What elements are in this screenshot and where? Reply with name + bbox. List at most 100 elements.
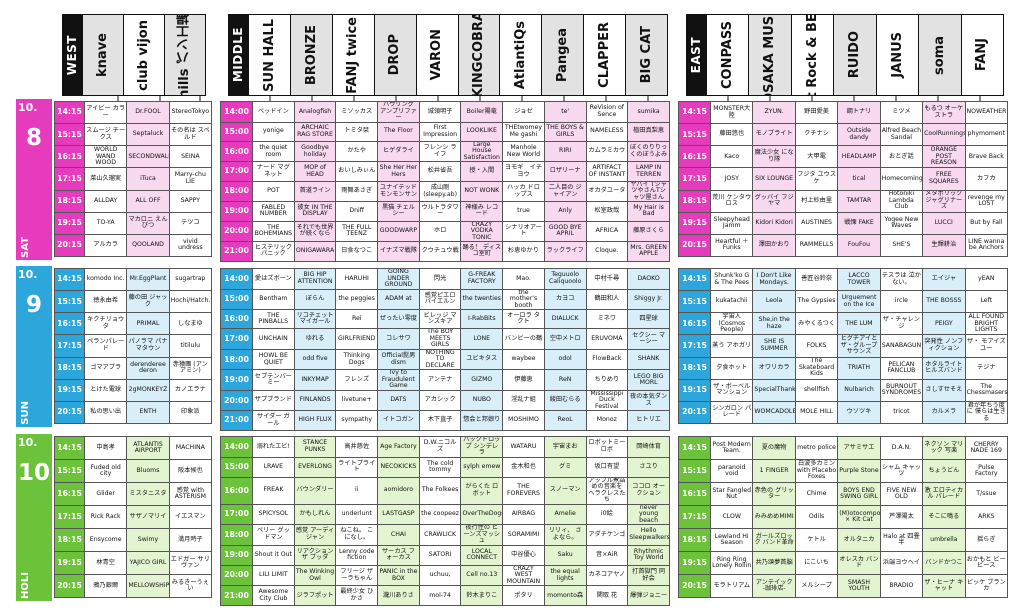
artist-cell: シャム キャッツ <box>879 459 924 483</box>
table-row: 19:00 セプテンバーミー INKYMAP フレンズ Ivy to Fraudulen… <box>220 369 670 391</box>
artist-cell: ARKS <box>964 505 1009 529</box>
time-cell: 14:00 <box>220 436 253 458</box>
artist-cell: ぼくのりりっくのぼうよみ <box>627 140 670 163</box>
artist-cell: FABLED NUMBER <box>252 201 295 222</box>
artist-cell: PELICAN FANCLUB <box>879 356 924 380</box>
artist-cell: ミスタニスタ <box>126 482 170 506</box>
artist-cell: 1 FINGER <box>752 459 796 483</box>
artist-cell: ラックライフ <box>543 241 587 262</box>
artist-cell: SHE'S <box>879 233 924 257</box>
artist-cell: フリージ ザーラちゃん <box>335 564 379 587</box>
venue-header: hills パン工場 <box>165 15 205 95</box>
artist-cell: Thinking Dogs <box>335 348 379 371</box>
artist-cell: 藤の田 ジャック <box>126 290 170 314</box>
table-row: 17:00 UNCHAIN ゆれる GIRLFRIEND コレサワ The BOY MEE… <box>220 328 670 350</box>
artist-cell: フレンシ ライフ <box>418 140 462 163</box>
time-cell: 19:15 <box>678 551 711 575</box>
artist-cell: ベッドイン <box>252 101 295 123</box>
table-row: 21:00 サイダー ガール HIGH FLUX sympathy イトコガン 木下直子惣… <box>220 410 670 431</box>
west-label-cell: WEST <box>63 15 83 95</box>
artist-cell: もるつ オーケストラ <box>922 100 966 125</box>
artist-cell: ゴマアブラ <box>83 356 128 380</box>
venue-name: KINGCOBRA <box>471 15 487 95</box>
time-cell: 21:00 <box>220 585 253 607</box>
table-row: 16:15 WORLD WAND WOOD SECONDWALL SEINA <box>54 145 213 169</box>
artist-cell: 首道ライン <box>293 180 337 203</box>
artist-cell: POT <box>252 180 295 203</box>
east-schedule: 14:15 Post Modern Team. 夏の魔物 metro police アサ… <box>678 436 1009 598</box>
artist-cell: Large House Satisfaction <box>460 140 504 163</box>
artist-cell: SECONDWALL <box>126 145 170 169</box>
artist-cell: 木下直子 <box>418 410 462 431</box>
artist-cell: THE LUM <box>837 312 881 336</box>
time-cell: 17:15 <box>54 334 85 358</box>
artist-cell: テジナ <box>964 356 1009 380</box>
artist-cell: ReoL <box>543 410 587 431</box>
venue-name: CLAPPER <box>596 22 612 88</box>
artist-cell: GIRLFRIEND <box>335 328 379 350</box>
artist-cell: yEAN <box>964 267 1009 292</box>
artist-cell: Shunk'ko G & The Pees <box>709 267 754 292</box>
artist-cell: AFRICA <box>585 220 629 243</box>
date-tag: 10. 8 SAT <box>16 99 52 260</box>
venue-header: JANUS <box>877 15 920 95</box>
artist-cell: LONE <box>460 328 504 350</box>
artist-cell: First Impression <box>418 121 462 142</box>
artist-cell: 松井省吾 <box>418 161 462 182</box>
venue-name: hills パン工場 <box>177 15 193 95</box>
artist-cell: true <box>502 201 545 222</box>
table-row: 20:15 シンガロン パレード WOMCADOLE MOLE HILL ウソツキ tri… <box>678 400 1009 424</box>
venue-name: DROP <box>387 34 403 76</box>
date-weekday: HOLI <box>20 572 31 599</box>
artist-cell: ATLANTIS AIRPORT <box>126 436 170 460</box>
artist-cell: LRAVE <box>252 456 295 478</box>
artist-cell: 黒猫 チェルシー <box>377 201 420 222</box>
artist-cell: 芦澤陽太 <box>879 505 924 529</box>
time-cell: 18:00 <box>220 348 253 371</box>
artist-cell: INKYMAP <box>293 369 337 391</box>
artist-cell: te' <box>543 101 587 123</box>
artist-cell: CHERRY NADE 169 <box>964 436 1009 460</box>
venue-name: SUN HALL <box>261 18 277 92</box>
artist-cell: ミツメ <box>879 100 924 125</box>
artist-cell: メタボリック ジャグリナーズ <box>922 189 966 213</box>
artist-cell: umbrella <box>922 528 966 552</box>
artist-cell: Dr.FOOL <box>126 100 170 125</box>
artist-cell: derenderee deron <box>126 356 170 380</box>
artist-cell: Mrs. GREEN APPLE <box>627 241 670 262</box>
table-row: 18:15 Lewland Hi Season ガールズロック バンド革命 ケトル オル… <box>678 528 1009 552</box>
table-row: 14:00 ベッドイン Analogfish ミソッカス ハウリング アンプリファー 城領… <box>220 101 670 123</box>
artist-cell: the coopeez <box>418 503 462 526</box>
artist-cell: Ivy to Fraudulent Game <box>377 369 420 391</box>
artist-cell: ホロ <box>418 220 462 243</box>
artist-cell: Chime <box>794 482 839 506</box>
artist-cell: 菜山久瑠実 <box>83 167 128 191</box>
time-cell: 18:15 <box>678 189 711 213</box>
artist-cell: The Gypsies <box>794 290 839 314</box>
artist-cell: SIX LOUNGE <box>752 167 796 191</box>
artist-cell: vivid undress <box>168 233 213 257</box>
artist-cell: ZYUN. <box>752 100 796 125</box>
table-row: 18:15 荒川 ケンタウロス グッバイ フジヤマ 村上紗由里 TAMTAR Hotoni… <box>678 189 1009 213</box>
date-day: 9 <box>25 292 42 318</box>
venue-header: club vijon <box>124 15 165 95</box>
artist-cell: DIALUCK <box>543 308 587 330</box>
artist-cell: NECOKICKS <box>377 456 420 478</box>
artist-cell: Halo at 四畳半 <box>879 528 924 552</box>
artist-cell: 鴉乃銀爾 <box>83 574 128 598</box>
middle-schedule: 14:00 溺れたエビ! STANCE PUNKS 高井慈佐 Age Factory D.… <box>220 436 670 607</box>
artist-cell: Alfred Beach Sandal <box>879 123 924 147</box>
artist-cell: ERUVOMA <box>585 328 629 350</box>
artist-cell: Official髭男dism <box>377 348 420 371</box>
artist-cell: さユり <box>627 456 670 478</box>
artist-cell: SORAMIMI <box>502 524 545 546</box>
artist-cell: 激 エロティカル パレード <box>922 482 966 506</box>
artist-cell: かもしれん <box>293 503 337 526</box>
venue-header: KINGCOBRA <box>458 15 501 95</box>
table-row: 18:15 ゴマアブラ derenderee deron 赤猿團 (アンアミン) <box>54 356 213 380</box>
artist-cell: Kidori Kidori <box>752 211 796 235</box>
east-schedule: 14:15 MONSTER大陸 ZYUN. 野田愛美 鋼トナリ ミツメ もるつ オーケストラ… <box>678 100 1009 257</box>
date-tag: 10. 10 HOLI <box>16 434 52 601</box>
table-row: 14:15 komodo Inc. Mr.EggPlant sugartrap <box>54 267 213 292</box>
artist-cell: カムラミカウ <box>585 140 629 163</box>
